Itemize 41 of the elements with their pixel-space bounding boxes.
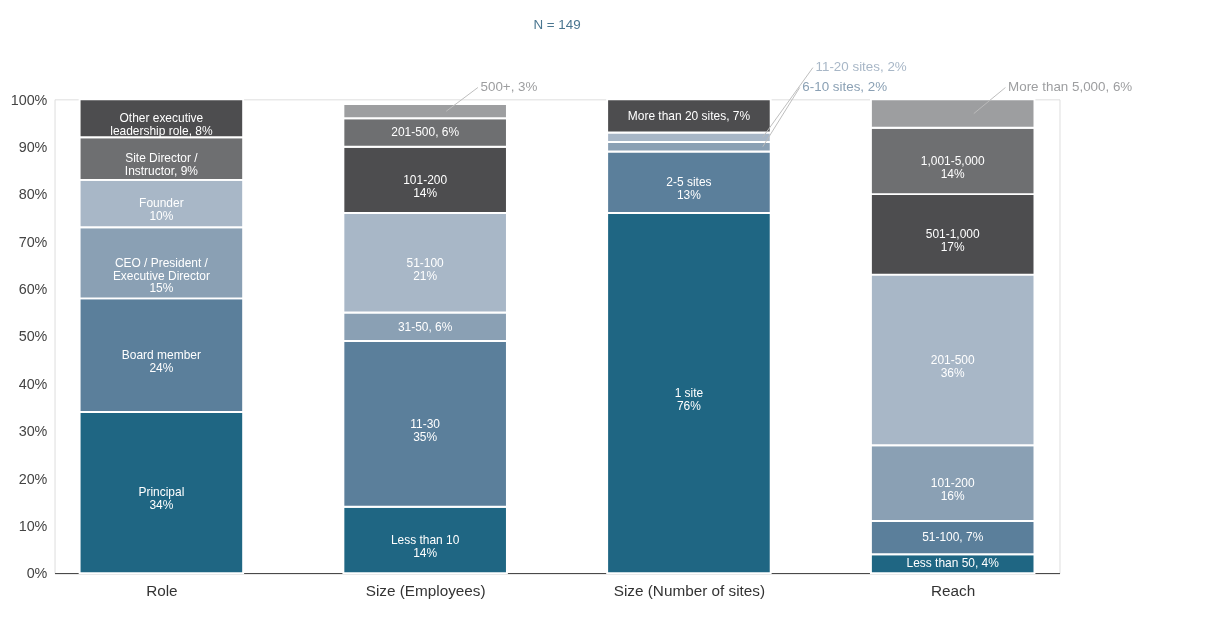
data-label: Less than 10 14% [390,532,460,560]
data-label: Other executive leadership role, 8% [110,111,213,139]
y-tick-label: 0% [26,565,48,582]
x-tick-label: Reach [931,581,976,599]
data-label: 101-200 16% [930,475,975,503]
y-tick-label: 80% [18,186,48,203]
data-label: 101-200 14% [403,172,448,200]
y-tick-label: 40% [18,375,48,392]
data-label: 201-500 36% [930,352,975,380]
y-tick-label: 60% [18,281,48,298]
y-tick-label: 70% [18,233,48,250]
data-label: Site Director / Instructor, 9% [124,151,199,179]
y-tick-label: 50% [18,328,48,345]
y-tick-label: 30% [18,423,48,440]
data-label: 500+, 3% [480,79,538,95]
data-label: Board member 24% [121,348,201,375]
data-label: 31-50, 6% [397,319,453,334]
data-label: 51-100 21% [406,255,445,283]
y-tick-label: 90% [18,138,48,155]
y-tick-label: 20% [18,470,48,487]
data-label: 51-100, 7% [922,530,984,545]
data-label: 1,001-5,000 14% [920,153,985,181]
data-label: 1 site 76% [674,385,704,413]
data-label: More than 20 sites, 7% [627,108,751,123]
y-tick-label: 10% [18,518,48,535]
data-label: 11-30 35% [410,416,441,444]
data-label: Principal 34% [138,485,185,513]
y-tick-label: 100% [10,91,48,108]
data-label: 11-20 sites, 2% [815,59,907,75]
data-label: CEO / President / Executive Director 15% [112,255,210,296]
x-tick-label: Size (Number of sites) [613,581,766,599]
data-label: Less than 50, 4% [906,556,1000,571]
data-label: 6-10 sites, 2% [802,79,888,95]
chart-subtitle: N = 149 [533,17,581,33]
x-tick-label: Role [146,581,178,599]
x-tick-label: Size (Employees) [365,581,486,599]
data-label: 2-5 sites 13% [666,175,712,203]
data-label: 501-1,000 17% [925,227,980,255]
data-label: Founder 10% [139,196,184,224]
data-label: More than 5,000, 6% [1008,79,1133,95]
data-label: 201-500, 6% [391,125,460,140]
